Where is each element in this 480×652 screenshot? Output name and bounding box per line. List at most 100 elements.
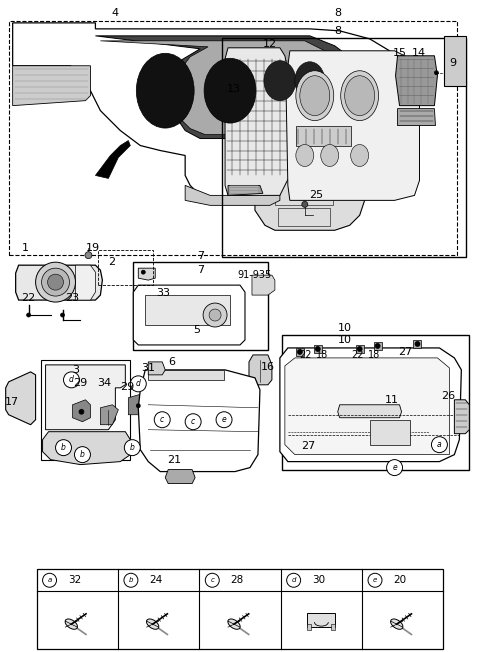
Ellipse shape [264,61,296,100]
Polygon shape [314,345,322,353]
Polygon shape [286,51,420,200]
Text: 5: 5 [193,325,201,335]
Circle shape [415,342,420,346]
Polygon shape [148,362,165,375]
Text: 14: 14 [411,48,426,58]
Text: 27: 27 [300,441,315,451]
Circle shape [130,376,146,392]
Polygon shape [128,393,150,415]
Ellipse shape [321,145,339,166]
Polygon shape [455,400,469,434]
Text: 8: 8 [334,26,341,36]
Circle shape [48,274,63,290]
Text: 15: 15 [393,48,407,58]
Ellipse shape [295,62,325,100]
Text: 91-935: 91-935 [238,270,272,280]
Circle shape [141,270,145,274]
Polygon shape [296,348,304,356]
Polygon shape [100,41,345,134]
Ellipse shape [296,145,314,166]
Text: 32: 32 [68,575,81,585]
Text: 31: 31 [141,363,155,373]
Circle shape [297,349,302,355]
Bar [222,38,467,257]
Circle shape [154,412,170,428]
Circle shape [368,573,382,587]
Polygon shape [46,365,125,430]
Circle shape [287,573,300,587]
Bar [278,209,330,226]
Polygon shape [12,66,90,106]
Ellipse shape [296,70,334,121]
Polygon shape [6,372,36,424]
Circle shape [26,313,31,317]
Text: 22: 22 [351,350,364,360]
Text: b: b [61,443,66,452]
Text: 22: 22 [300,350,312,360]
Text: 11: 11 [384,394,398,405]
Text: 18: 18 [368,350,380,360]
Circle shape [432,437,447,452]
Text: 24: 24 [149,575,162,585]
Bar [36,569,444,649]
Text: 1: 1 [22,243,29,253]
Text: b: b [80,450,85,459]
Ellipse shape [228,619,240,629]
Polygon shape [225,48,290,196]
Circle shape [74,447,90,463]
Circle shape [124,573,138,587]
Text: 29: 29 [73,378,87,388]
Ellipse shape [136,53,194,128]
Bar [444,36,467,85]
Text: 12: 12 [263,39,277,49]
Text: 34: 34 [97,378,111,388]
Bar [41,360,130,460]
Bar [296,126,351,145]
Circle shape [203,303,227,327]
Text: 23: 23 [65,293,80,303]
Polygon shape [250,100,340,141]
Bar [370,420,409,445]
Polygon shape [138,268,155,280]
Circle shape [42,268,70,296]
Text: 29: 29 [120,382,134,392]
Text: 17: 17 [5,397,19,407]
Circle shape [36,262,75,302]
Circle shape [209,309,221,321]
Polygon shape [413,340,421,348]
Polygon shape [96,141,130,179]
Text: 30: 30 [312,575,325,585]
Bar [133,262,268,350]
Circle shape [302,201,308,207]
Polygon shape [280,348,461,462]
Ellipse shape [300,76,330,115]
Polygon shape [185,185,280,205]
Polygon shape [356,345,364,353]
Polygon shape [228,185,263,196]
Polygon shape [75,265,96,300]
Bar [331,624,336,630]
Text: 10: 10 [338,323,352,333]
Polygon shape [397,109,435,126]
Circle shape [63,372,80,388]
Circle shape [136,404,140,408]
Text: e: e [392,463,397,472]
Text: 19: 19 [85,243,99,253]
Polygon shape [285,358,449,454]
Text: 16: 16 [261,362,275,372]
Ellipse shape [204,58,256,123]
Text: d: d [291,577,296,584]
Circle shape [386,460,403,475]
Text: 26: 26 [441,391,456,401]
Polygon shape [16,265,102,300]
Text: a: a [437,440,442,449]
Text: 6: 6 [168,357,176,367]
Bar [98,250,153,285]
Text: 25: 25 [309,190,323,200]
Circle shape [315,346,320,351]
Polygon shape [165,469,195,484]
Circle shape [85,252,92,259]
Text: 27: 27 [398,347,413,357]
Text: 20: 20 [394,575,407,585]
Circle shape [185,414,201,430]
